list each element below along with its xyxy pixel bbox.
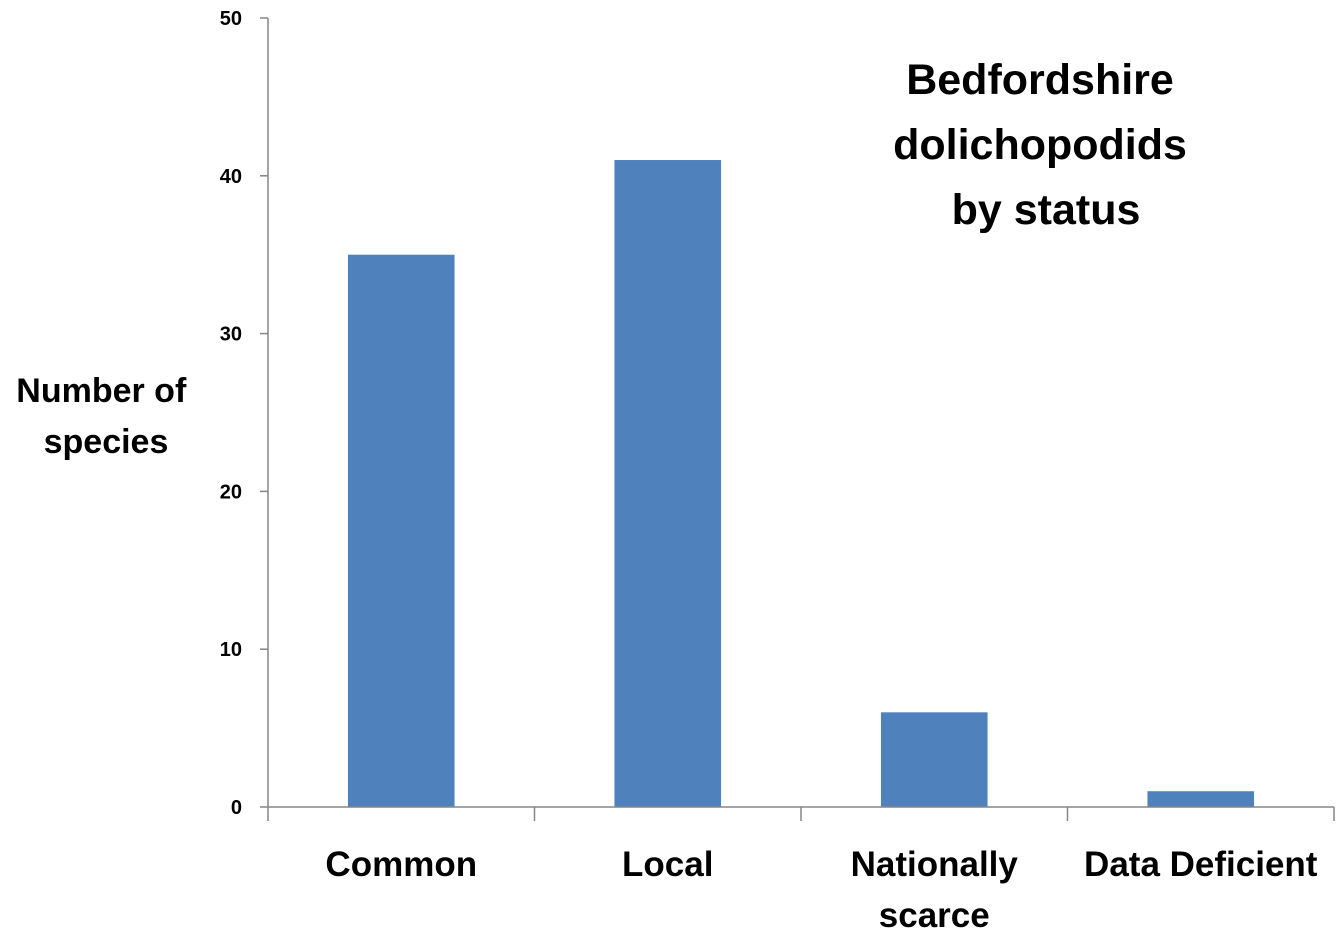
y-tick-label: 50: [220, 8, 242, 30]
chart-title-line: Bedfordshire: [906, 56, 1174, 104]
x-category-label: Nationally scarce: [851, 845, 1019, 934]
bar: [614, 160, 722, 807]
y-tick-label: 30: [220, 324, 242, 346]
y-tick-label: 40: [220, 166, 242, 188]
bar: [880, 712, 988, 807]
y-ticks-group: 0 10 20 30 40 50: [220, 8, 268, 819]
y-axis-label-line: Number of: [16, 372, 187, 410]
x-category-label: Local: [622, 845, 713, 884]
y-tick-label: 0: [231, 797, 242, 819]
x-category-label: Data Deficient: [1084, 845, 1318, 884]
y-axis-label-line: species: [44, 423, 169, 461]
bar: [1147, 791, 1255, 807]
y-tick-label: 20: [220, 481, 242, 503]
bars-group: [347, 160, 1255, 807]
x-category-labels: Common Local Nationally scarce Data Deficien…: [325, 845, 1317, 934]
y-axis-label: Number of species: [16, 372, 195, 461]
y-tick-label: 10: [220, 639, 242, 661]
x-ticks-group: [267, 807, 1335, 821]
bar: [347, 254, 455, 807]
chart-title-line: by status: [952, 186, 1141, 234]
chart-title: Bedfordshire dolichopodids by status: [893, 56, 1199, 234]
x-category-label: Common: [325, 845, 477, 884]
chart-title-line: dolichopodids: [893, 121, 1187, 169]
